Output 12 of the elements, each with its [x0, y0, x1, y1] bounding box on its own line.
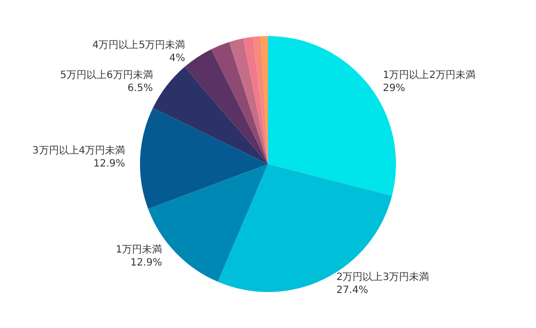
data-label: 12.9% — [93, 158, 126, 170]
data-label: 6.5% — [127, 83, 153, 94]
data-label: 27.4% — [336, 285, 368, 296]
data-label: 12.9% — [130, 258, 162, 269]
data-label: 29% — [382, 82, 406, 94]
slice-label: 1万円未満 — [116, 244, 162, 256]
slice-label: 3万円以上4万円未満 — [32, 144, 126, 157]
slice-label: 2万円以上3万円未満 — [336, 271, 430, 284]
slice-label: 5万円以上6万円未満 — [60, 69, 153, 82]
slice-label: 1万円以上2万円未満 — [382, 68, 476, 81]
slice-label: 4万円以上5万円未満 — [92, 39, 186, 52]
data-label: 4% — [169, 53, 186, 64]
